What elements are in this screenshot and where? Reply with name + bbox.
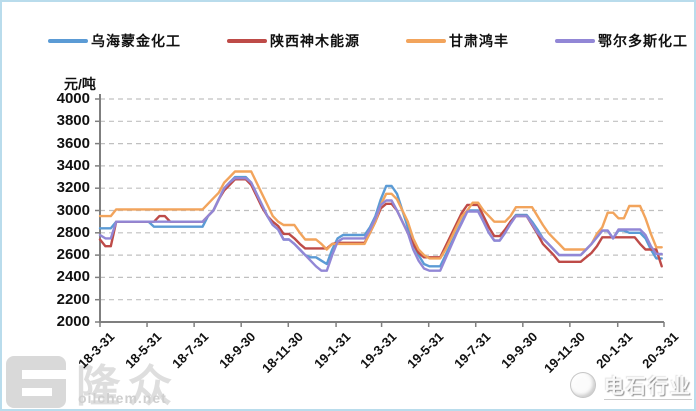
legend-label: 甘肃鸿丰	[449, 33, 509, 49]
legend-line-swatch-orange	[406, 39, 446, 43]
legend-line-swatch-red	[227, 39, 267, 43]
y-axis-tick-label: 2000	[56, 313, 90, 330]
y-axis-tick-label: 2400	[56, 268, 90, 286]
legend: 乌海蒙金化工 陕西神木能源 甘肃鸿丰 鄂尔多斯化工	[48, 31, 688, 51]
y-axis-tick-label: 3000	[56, 201, 90, 219]
y-axis-tick-label: 3400	[56, 156, 90, 174]
y-axis-tick-label: 3600	[56, 134, 90, 152]
legend-line-swatch-blue	[48, 39, 88, 43]
y-axis-unit-label: 元/吨	[64, 76, 96, 92]
legend-item-wuhai: 乌海蒙金化工	[48, 31, 181, 51]
legend-label: 乌海蒙金化工	[91, 33, 181, 49]
y-axis-tick-label: 2200	[56, 290, 90, 308]
legend-label: 陕西神木能源	[270, 33, 360, 49]
y-axis-tick-label: 2800	[56, 223, 90, 241]
oilchem-watermark-cn: 隆众	[76, 362, 180, 411]
y-axis-tick-label: 2600	[56, 246, 90, 264]
legend-line-swatch-purple	[555, 39, 595, 43]
y-axis-tick-label: 4000	[56, 90, 90, 107]
legend-label: 鄂尔多斯化工	[598, 33, 688, 49]
dianshi-watermark-text: 电石行业	[604, 370, 692, 400]
oilchem-watermark-site: oilchem.net	[78, 390, 167, 406]
dianshi-logo-icon	[570, 372, 596, 398]
legend-item-shenmu: 陕西神木能源	[227, 31, 360, 51]
y-axis-tick-label: 3200	[56, 179, 90, 197]
oilchem-logo-icon	[6, 356, 68, 408]
legend-item-eerduosi: 鄂尔多斯化工	[555, 31, 688, 51]
y-axis-tick-label: 3800	[56, 112, 90, 130]
legend-item-gansu: 甘肃鸿丰	[406, 31, 509, 51]
dianshi-watermark: 电石行业	[570, 370, 692, 400]
